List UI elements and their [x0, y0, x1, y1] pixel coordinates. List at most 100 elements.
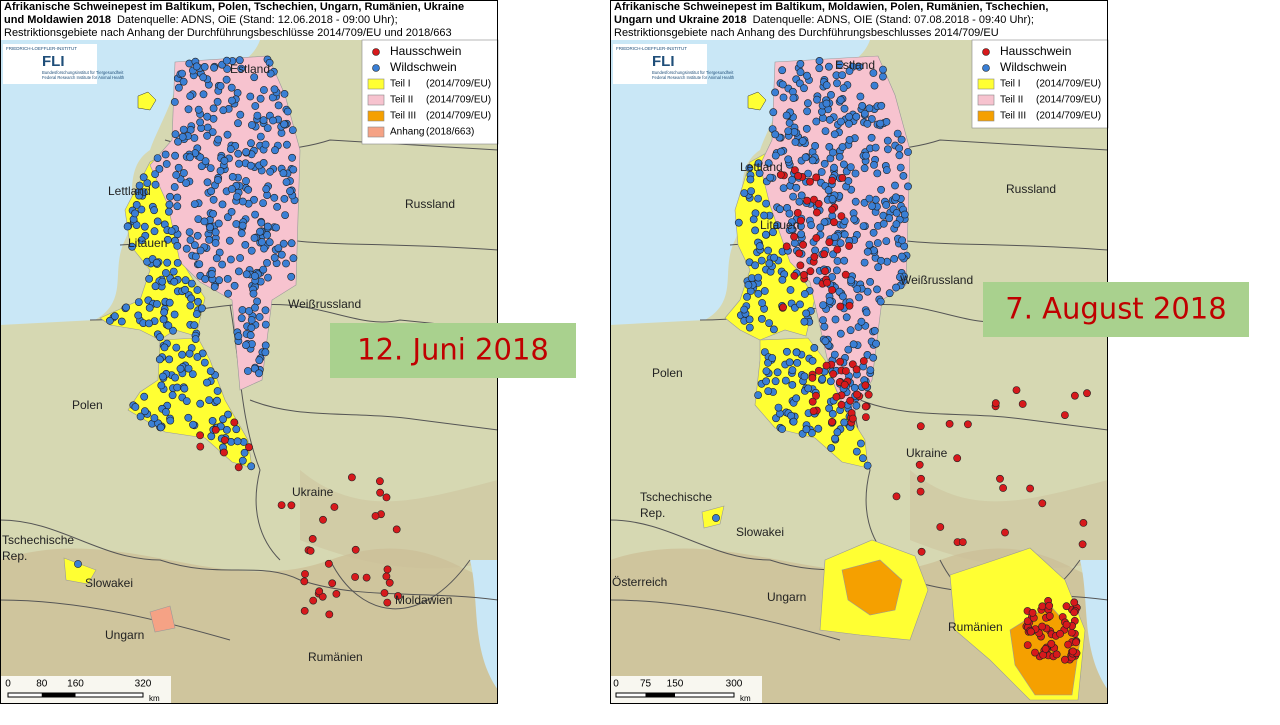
- outbreak-dot: [209, 195, 218, 204]
- outbreak-dot: [190, 241, 199, 250]
- map-panel: Estland Lettland Litauen Russland Weißrussla…: [609, 0, 1109, 704]
- outbreak-dot: [242, 148, 250, 156]
- outbreak-dot: [181, 276, 190, 285]
- outbreak-dot: [1018, 400, 1027, 408]
- outbreak-dot: [255, 356, 264, 365]
- outbreak-dot: [853, 285, 862, 293]
- outbreak-dot: [216, 166, 225, 175]
- outbreak-dot: [283, 107, 292, 116]
- outbreak-dot: [830, 163, 838, 172]
- outbreak-dot: [371, 512, 380, 520]
- outbreak-dot: [768, 354, 777, 362]
- legend: [971, 39, 1109, 129]
- outbreak-dot: [237, 229, 246, 238]
- outbreak-dot: [1052, 650, 1061, 659]
- outbreak-dot: [161, 269, 170, 277]
- map-title: und Moldawien 2018: [4, 14, 111, 26]
- logo-org: FRIEDRICH-LOEFFLER-INSTITUT: [616, 46, 687, 51]
- outbreak-dot: [822, 361, 831, 370]
- outbreak-dot: [826, 377, 835, 386]
- outbreak-dot: [200, 217, 209, 226]
- outbreak-dot: [227, 185, 236, 193]
- outbreak-dot: [185, 349, 194, 358]
- outbreak-dot: [869, 228, 878, 237]
- outbreak-dot: [958, 538, 967, 546]
- outbreak-dot: [282, 259, 290, 268]
- outbreak-dot: [225, 236, 234, 245]
- outbreak-dot: [259, 265, 268, 274]
- outbreak-dot: [196, 118, 204, 127]
- outbreak-dot: [117, 317, 126, 326]
- outbreak-dot: [892, 492, 901, 501]
- outbreak-dot: [196, 399, 205, 408]
- outbreak-dot: [234, 463, 243, 472]
- outbreak-dot: [170, 183, 179, 191]
- outbreak-dot: [216, 82, 225, 90]
- restriction-zone: [841, 559, 903, 616]
- outbreak-dot: [189, 420, 197, 429]
- outbreak-dot: [193, 286, 202, 294]
- outbreak-dot: [840, 230, 849, 239]
- outbreak-dot: [193, 231, 202, 240]
- outbreak-dot: [165, 298, 174, 307]
- outbreak-dot: [262, 185, 271, 193]
- outbreak-dot: [825, 238, 834, 247]
- outbreak-dot: [1047, 639, 1056, 648]
- outbreak-dot: [202, 378, 211, 387]
- outbreak-dot: [852, 447, 861, 456]
- date-label: 12. Juni 2018: [357, 333, 549, 367]
- outbreak-dot: [1012, 386, 1021, 394]
- outbreak-dot: [200, 63, 209, 71]
- outbreak-dot: [882, 237, 891, 245]
- outbreak-dot: [279, 169, 288, 178]
- outbreak-dot: [208, 128, 217, 136]
- outbreak-dot: [782, 242, 791, 251]
- legend-symbol: [372, 64, 380, 72]
- outbreak-dot: [833, 79, 841, 88]
- legend-label: Teil III: [1000, 111, 1026, 122]
- outbreak-dot: [852, 365, 861, 374]
- outbreak-dot: [837, 400, 846, 409]
- outbreak-dot: [194, 105, 203, 114]
- outbreak-dot: [825, 297, 834, 305]
- outbreak-dot: [840, 104, 849, 113]
- outbreak-dot: [205, 235, 213, 244]
- legend-symbol: [372, 48, 380, 56]
- outbreak-dot: [789, 94, 798, 102]
- outbreak-dot: [235, 159, 243, 168]
- header: [0, 0, 498, 40]
- outbreak-dot: [814, 199, 823, 208]
- outbreak-dot: [845, 301, 854, 310]
- outbreak-dot: [134, 311, 143, 320]
- outbreak-dot: [241, 240, 250, 249]
- outbreak-dot: [164, 321, 173, 330]
- outbreak-dot: [836, 96, 845, 104]
- outbreak-dot: [213, 97, 222, 106]
- outbreak-dot: [351, 573, 359, 581]
- outbreak-dot: [1038, 622, 1046, 631]
- logo-line: Federal Research Institute for Animal He…: [652, 75, 735, 80]
- outbreak-dot: [790, 271, 799, 280]
- outbreak-dot: [184, 364, 193, 373]
- outbreak-dot: [771, 151, 780, 160]
- outbreak-dot: [877, 256, 885, 265]
- outbreak-dot: [774, 403, 783, 412]
- outbreak-dot: [904, 148, 912, 156]
- outbreak-dot: [233, 89, 242, 97]
- outbreak-dot: [155, 164, 164, 173]
- outbreak-dot: [246, 92, 255, 101]
- data-source: Datenquelle: ADNS, OIE (Stand: 07.08.201…: [753, 14, 1034, 26]
- map-subtitle: Restriktionsgebiete nach Anhang der Durc…: [4, 27, 452, 39]
- outbreak-dot: [232, 425, 241, 434]
- outbreak-dot: [261, 341, 270, 350]
- outbreak-dot: [836, 357, 844, 366]
- outbreak-dot: [828, 409, 837, 418]
- outbreak-dot: [849, 340, 858, 349]
- outbreak-dot: [330, 503, 339, 511]
- outbreak-dot: [751, 261, 759, 270]
- outbreak-dot: [755, 242, 764, 251]
- outbreak-dot: [318, 592, 327, 601]
- outbreak-dot: [845, 242, 853, 250]
